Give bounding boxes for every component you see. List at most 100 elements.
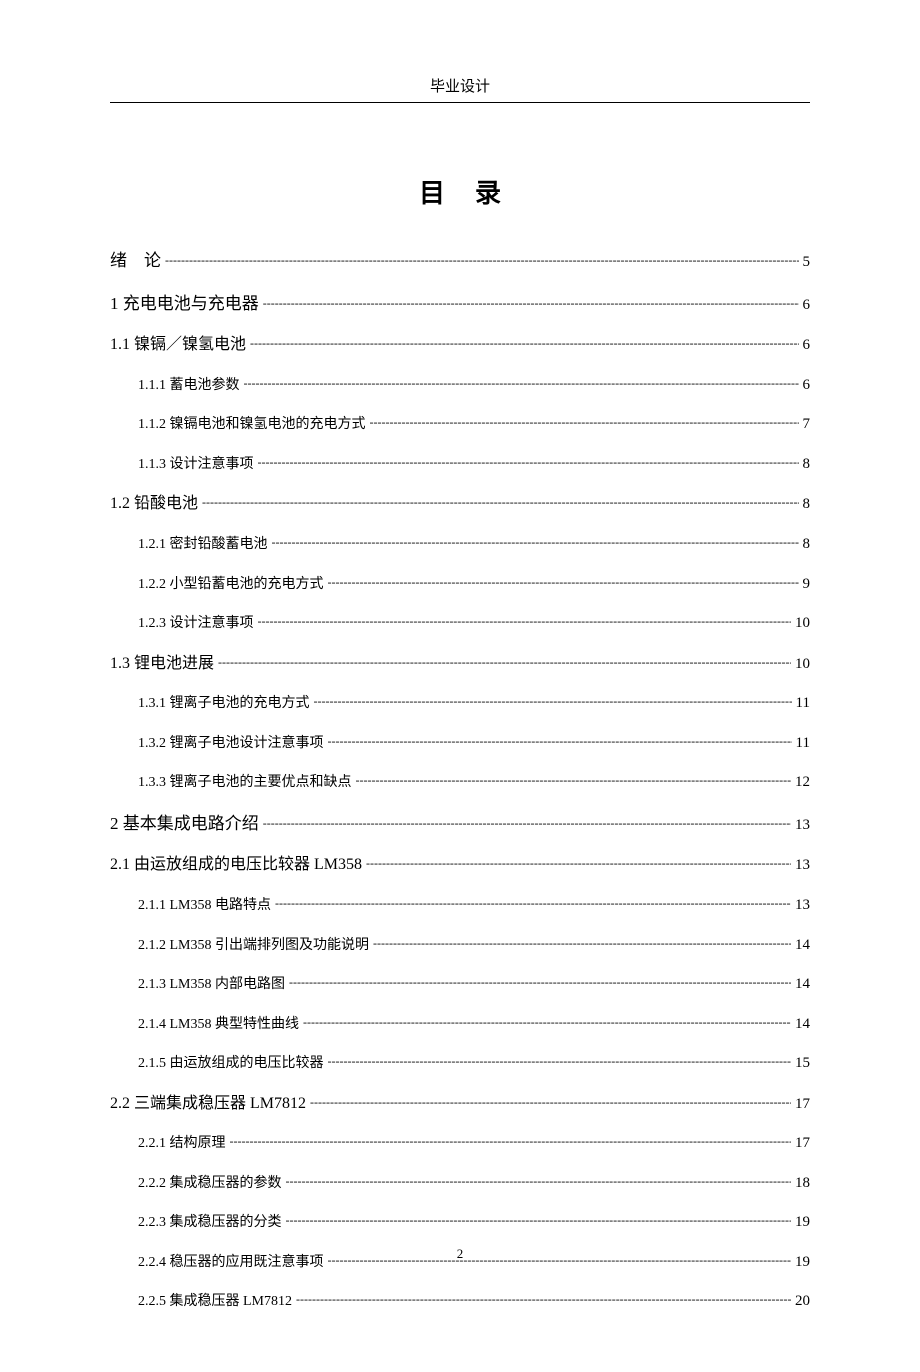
toc-entry-label: 1.2.2 小型铅蓄电池的充电方式 (138, 576, 324, 594)
toc-entry: 2.2.1 结构原理17 (110, 1134, 810, 1154)
header-title: 毕业设计 (110, 75, 810, 96)
toc-entry-label: 1.3.2 锂离子电池设计注意事项 (138, 735, 324, 753)
toc-entry-label: 1.3 锂电池进展 (110, 654, 214, 675)
toc-entry-label: 2.2.5 集成稳压器 LM7812 (138, 1293, 292, 1311)
page-number: 2 (0, 1246, 920, 1262)
toc-entry: 2 基本集成电路介绍 13 (110, 813, 810, 836)
toc-leader (244, 376, 799, 392)
toc-entry-page: 20 (795, 1292, 810, 1312)
toc-entry-label: 1 充电电池与充电器 (110, 293, 259, 315)
toc-entry-page: 19 (795, 1213, 810, 1233)
toc-leader (314, 694, 792, 710)
header-divider (110, 102, 810, 103)
toc-entry: 1.2.1 密封铅酸蓄电池 8 (110, 535, 810, 555)
toc-leader (286, 1174, 792, 1190)
toc-entry-page: 14 (795, 975, 810, 995)
toc-entry-page: 13 (795, 896, 810, 916)
toc-entry-page: 9 (803, 575, 811, 595)
toc-entry-label: 1.2.3 设计注意事项 (138, 615, 254, 633)
toc-entry-label: 2.1.4 LM358 典型特性曲线 (138, 1016, 299, 1034)
toc-leader (230, 1134, 792, 1150)
toc-entry: 2.1.5 由运放组成的电压比较器 15 (110, 1054, 810, 1074)
toc-entry-label: 1.3.1 锂离子电池的充电方式 (138, 695, 310, 713)
toc-entry-page: 10 (795, 655, 810, 675)
toc-entry: 1.3.2 锂离子电池设计注意事项 11 (110, 734, 810, 754)
toc-entry-label: 2.2 三端集成稳压器 LM7812 (110, 1094, 306, 1115)
toc-entry-page: 13 (795, 816, 810, 836)
toc-entry: 1.3 锂电池进展 10 (110, 654, 810, 675)
toc-leader (263, 296, 799, 312)
toc-entry: 2.2.2 集成稳压器的参数 18 (110, 1174, 810, 1194)
toc-entry-label: 绪 论 (110, 250, 161, 272)
toc-entry: 1.1.3 设计注意事项 8 (110, 455, 810, 475)
toc-entry: 2.1 由运放组成的电压比较器 LM358 13 (110, 855, 810, 876)
toc-leader (303, 1015, 791, 1031)
toc-leader (258, 455, 799, 471)
toc-leader (263, 816, 791, 832)
toc-entry: 1.1.1 蓄电池参数6 (110, 376, 810, 396)
toc-leader (328, 734, 792, 750)
toc-entry-label: 2.1.3 LM358 内部电路图 (138, 976, 285, 994)
toc-entry-page: 10 (795, 614, 810, 634)
toc-entry: 2.1.4 LM358 典型特性曲线 14 (110, 1015, 810, 1035)
toc-entry: 1.3.1 锂离子电池的充电方式 11 (110, 694, 810, 714)
toc-leader (250, 336, 798, 352)
toc-entry: 1.1 镍镉／镍氢电池6 (110, 335, 810, 356)
toc-entry: 1.3.3 锂离子电池的主要优点和缺点 12 (110, 773, 810, 793)
toc-entry-page: 12 (795, 773, 810, 793)
toc-entry: 2.1.2 LM358 引出端排列图及功能说明 14 (110, 936, 810, 956)
toc-leader (356, 773, 792, 789)
toc-entry-page: 11 (796, 734, 810, 754)
toc-entry-page: 8 (803, 455, 811, 475)
toc-entry-page: 11 (796, 694, 810, 714)
toc-leader (289, 975, 791, 991)
toc-entry-label: 2.2.2 集成稳压器的参数 (138, 1175, 282, 1193)
toc-entry-page: 14 (795, 1015, 810, 1035)
toc-entry-label: 1.2.1 密封铅酸蓄电池 (138, 536, 268, 554)
toc-entry-page: 14 (795, 936, 810, 956)
toc-entry-label: 1.1 镍镉／镍氢电池 (110, 335, 246, 356)
toc-entry-label: 2.2.1 结构原理 (138, 1135, 226, 1153)
toc-leader (272, 535, 799, 551)
toc-leader (366, 856, 791, 872)
toc-leader (258, 614, 792, 630)
toc-entry-label: 1.3.3 锂离子电池的主要优点和缺点 (138, 774, 352, 792)
toc-entry-label: 1.1.2 镍镉电池和镍氢电池的充电方式 (138, 416, 366, 434)
toc-leader (286, 1213, 792, 1229)
toc-entry: 2.1.1 LM358 电路特点 13 (110, 896, 810, 916)
toc-entry-page: 8 (803, 535, 811, 555)
toc-entry-label: 1.2 铅酸电池 (110, 494, 198, 515)
toc-entry: 2.1.3 LM358 内部电路图 14 (110, 975, 810, 995)
toc-entry-page: 17 (795, 1095, 810, 1115)
toc-leader (310, 1095, 791, 1111)
toc-entry: 2.2.5 集成稳压器 LM7812 20 (110, 1292, 810, 1312)
toc-entry-page: 13 (795, 856, 810, 876)
toc-leader (165, 253, 799, 269)
toc-entry-label: 1.1.3 设计注意事项 (138, 456, 254, 474)
toc-leader (202, 495, 798, 511)
toc-leader (275, 896, 791, 912)
page-container: 毕业设计 目录 绪 论51 充电电池与充电器61.1 镍镉／镍氢电池61.1.1… (0, 0, 920, 1372)
toc-entry-label: 2 基本集成电路介绍 (110, 813, 259, 835)
toc-list: 绪 论51 充电电池与充电器61.1 镍镉／镍氢电池61.1.1 蓄电池参数61… (110, 250, 810, 1312)
toc-entry: 1.2.2 小型铅蓄电池的充电方式 9 (110, 575, 810, 595)
toc-leader (373, 936, 791, 952)
toc-leader (296, 1292, 791, 1308)
toc-entry-page: 5 (803, 253, 811, 273)
toc-entry-page: 6 (803, 296, 811, 316)
toc-entry-label: 2.1.2 LM358 引出端排列图及功能说明 (138, 937, 369, 955)
toc-leader (370, 415, 799, 431)
toc-entry-label: 2.1 由运放组成的电压比较器 LM358 (110, 855, 362, 876)
toc-entry: 绪 论 5 (110, 250, 810, 273)
toc-leader (328, 1054, 792, 1070)
toc-entry-page: 7 (803, 415, 811, 435)
toc-leader (328, 575, 799, 591)
toc-entry-label: 2.2.3 集成稳压器的分类 (138, 1214, 282, 1232)
toc-entry-page: 18 (795, 1174, 810, 1194)
toc-entry-page: 6 (803, 376, 811, 396)
toc-entry-label: 2.1.5 由运放组成的电压比较器 (138, 1055, 324, 1073)
toc-entry-label: 2.1.1 LM358 电路特点 (138, 897, 271, 915)
toc-entry: 1.2 铅酸电池8 (110, 494, 810, 515)
toc-entry: 1 充电电池与充电器 6 (110, 293, 810, 316)
toc-entry-page: 15 (795, 1054, 810, 1074)
